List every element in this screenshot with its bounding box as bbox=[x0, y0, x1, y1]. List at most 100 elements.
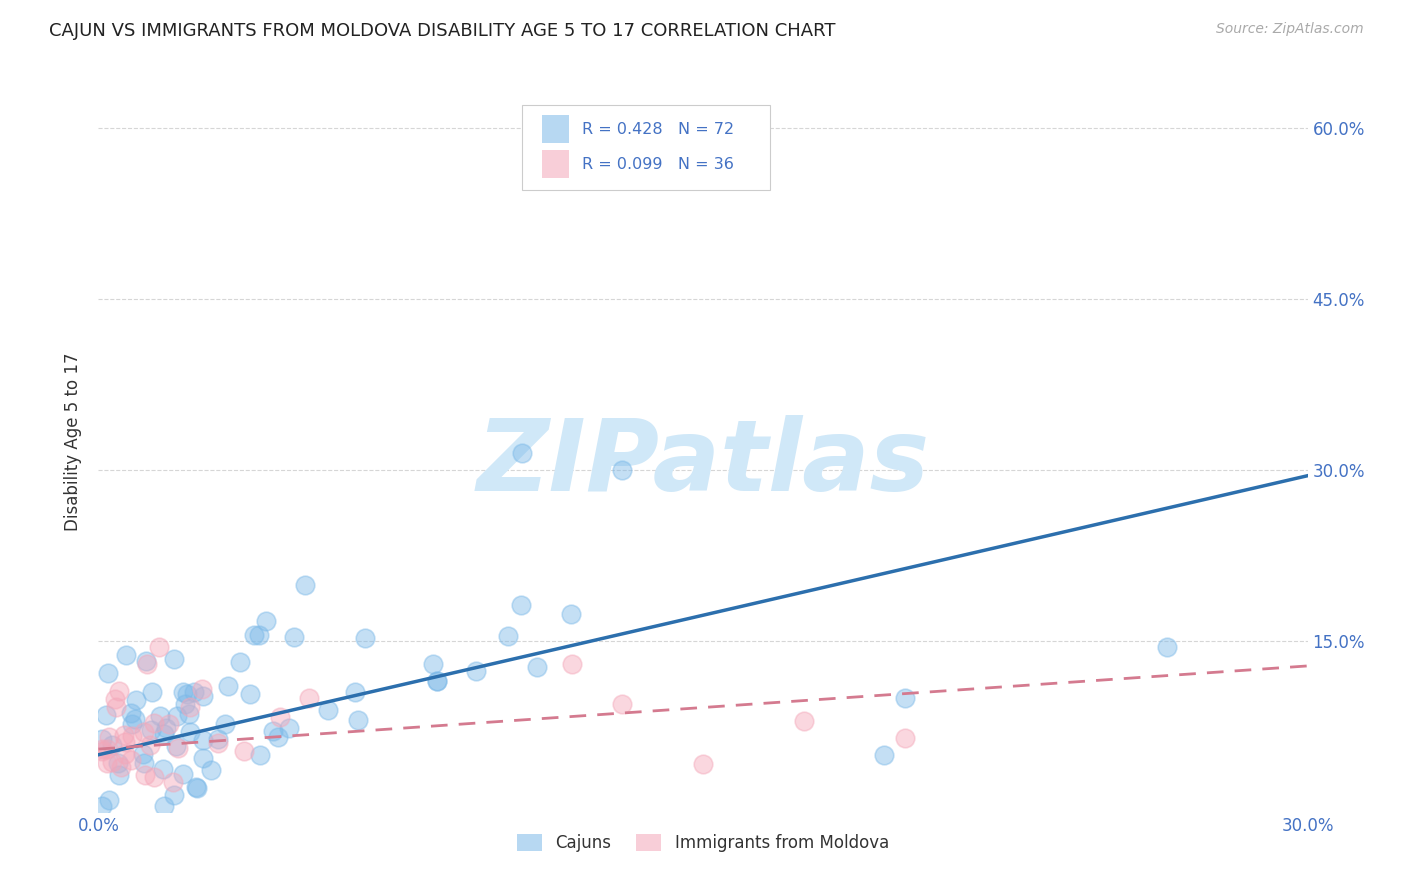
Point bbox=[256, 614, 278, 628]
Point bbox=[193, 751, 215, 765]
Text: R = 0.099   N = 36: R = 0.099 N = 36 bbox=[582, 157, 734, 172]
Point bbox=[112, 729, 135, 743]
Point bbox=[143, 715, 166, 730]
Point bbox=[149, 708, 172, 723]
Point bbox=[166, 708, 188, 723]
Point bbox=[167, 741, 190, 756]
Point bbox=[711, 155, 734, 169]
Point bbox=[114, 747, 136, 761]
Point bbox=[561, 657, 583, 672]
Point bbox=[139, 738, 162, 752]
Point bbox=[101, 738, 124, 752]
Point bbox=[96, 756, 118, 770]
Point bbox=[125, 693, 148, 707]
Point bbox=[612, 697, 634, 711]
Point bbox=[344, 685, 367, 699]
Point bbox=[1156, 640, 1178, 654]
Point bbox=[91, 742, 114, 756]
Point bbox=[153, 727, 176, 741]
Point bbox=[165, 739, 187, 753]
Point bbox=[100, 755, 122, 769]
Point bbox=[176, 687, 198, 701]
Point bbox=[107, 767, 129, 781]
Point bbox=[893, 731, 915, 745]
Y-axis label: Disability Age 5 to 17: Disability Age 5 to 17 bbox=[65, 352, 83, 531]
Point bbox=[217, 679, 239, 693]
Point bbox=[135, 657, 157, 671]
Point bbox=[155, 721, 177, 735]
Point bbox=[422, 657, 444, 671]
Point bbox=[186, 780, 208, 795]
Point bbox=[426, 673, 449, 688]
Point bbox=[316, 703, 339, 717]
Point bbox=[139, 723, 162, 738]
Point bbox=[98, 793, 121, 807]
Point bbox=[183, 685, 205, 699]
Point bbox=[131, 747, 153, 762]
Point bbox=[132, 725, 155, 739]
Point bbox=[108, 683, 131, 698]
Point bbox=[347, 714, 370, 728]
Point bbox=[278, 722, 301, 736]
FancyBboxPatch shape bbox=[543, 115, 569, 144]
Point bbox=[115, 648, 138, 662]
Point bbox=[97, 666, 120, 681]
Point bbox=[163, 788, 186, 802]
Text: R = 0.428   N = 72: R = 0.428 N = 72 bbox=[582, 122, 734, 136]
Point bbox=[152, 799, 174, 814]
Point bbox=[173, 766, 195, 780]
Point bbox=[612, 463, 634, 477]
Point bbox=[191, 733, 214, 747]
Point bbox=[353, 631, 375, 645]
Point bbox=[179, 700, 201, 714]
Point bbox=[174, 697, 197, 711]
Text: Source: ZipAtlas.com: Source: ZipAtlas.com bbox=[1216, 22, 1364, 37]
Point bbox=[238, 687, 260, 701]
Point bbox=[152, 762, 174, 776]
Point bbox=[172, 684, 194, 698]
Point bbox=[132, 756, 155, 770]
Point bbox=[120, 706, 142, 721]
Point bbox=[426, 674, 449, 689]
FancyBboxPatch shape bbox=[522, 104, 769, 190]
Text: CAJUN VS IMMIGRANTS FROM MOLDOVA DISABILITY AGE 5 TO 17 CORRELATION CHART: CAJUN VS IMMIGRANTS FROM MOLDOVA DISABIL… bbox=[49, 22, 835, 40]
Point bbox=[179, 724, 201, 739]
Point bbox=[283, 630, 305, 644]
Legend: Cajuns, Immigrants from Moldova: Cajuns, Immigrants from Moldova bbox=[510, 828, 896, 859]
Point bbox=[162, 775, 184, 789]
Point bbox=[873, 747, 896, 762]
Point bbox=[141, 685, 163, 699]
Point bbox=[191, 682, 214, 697]
Point bbox=[120, 753, 142, 767]
Point bbox=[135, 654, 157, 668]
Point bbox=[214, 716, 236, 731]
Point bbox=[247, 628, 270, 642]
Point bbox=[121, 729, 143, 743]
Point bbox=[294, 578, 316, 592]
Point bbox=[510, 446, 533, 460]
Point bbox=[269, 710, 291, 724]
Point bbox=[191, 689, 214, 703]
Point bbox=[148, 640, 170, 654]
Point bbox=[96, 742, 118, 756]
Point bbox=[262, 723, 284, 738]
Point bbox=[162, 651, 184, 665]
Point bbox=[121, 717, 143, 731]
Point bbox=[94, 707, 117, 722]
Point bbox=[207, 736, 229, 750]
Point bbox=[107, 756, 129, 770]
Point bbox=[526, 660, 548, 674]
Text: ZIPatlas: ZIPatlas bbox=[477, 416, 929, 512]
Point bbox=[186, 780, 208, 794]
Point bbox=[98, 730, 121, 744]
Point bbox=[124, 712, 146, 726]
Point bbox=[229, 655, 252, 669]
Point bbox=[496, 629, 519, 643]
Point bbox=[207, 731, 229, 746]
Point bbox=[91, 731, 114, 746]
FancyBboxPatch shape bbox=[543, 150, 569, 178]
Point bbox=[177, 706, 200, 721]
Point bbox=[110, 760, 132, 774]
Point bbox=[91, 799, 114, 814]
Point bbox=[510, 598, 533, 612]
